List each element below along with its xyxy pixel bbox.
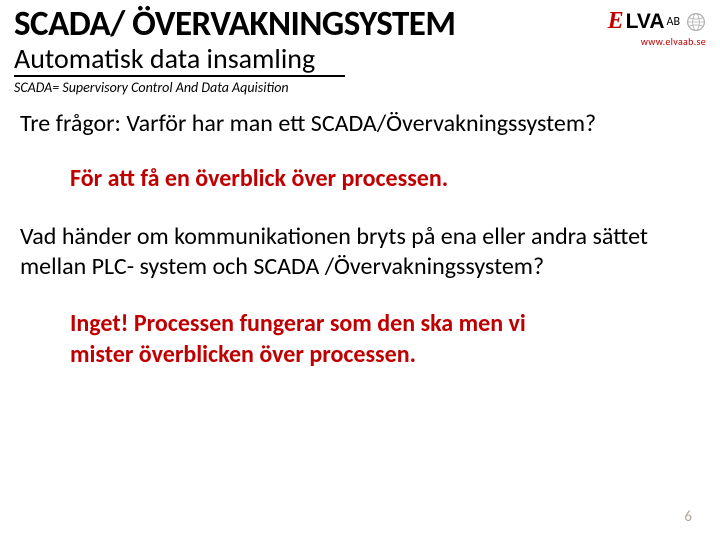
header-row: SCADA/ ÖVERVAKNINGSYSTEM Automatisk data… bbox=[0, 0, 720, 96]
question-2: Vad händer om kommunikationen bryts på e… bbox=[20, 222, 700, 282]
logo-url: www.elvaab.se bbox=[576, 35, 706, 48]
answer-1: För att få en överblick över processen. bbox=[70, 165, 700, 194]
logo-letter-e: E bbox=[608, 8, 624, 35]
content-area: Tre frågor: Varför har man ett SCADA/Öve… bbox=[0, 96, 720, 370]
main-title: SCADA/ ÖVERVAKNINGSYSTEM bbox=[14, 6, 576, 43]
page-number: 6 bbox=[684, 508, 692, 526]
logo-top: E LVA AB bbox=[576, 8, 706, 35]
logo-ab: AB bbox=[667, 15, 680, 29]
definition-line: SCADA= Supervisory Control And Data Aqui… bbox=[14, 79, 576, 96]
sub-title: Automatisk data insamling bbox=[14, 43, 345, 77]
logo-lva: LVA bbox=[626, 10, 665, 34]
logo: E LVA AB www.elvaab.se bbox=[576, 6, 706, 48]
logo-globe-icon bbox=[686, 12, 706, 32]
answer-2: Inget! Processen fungerar som den ska me… bbox=[70, 308, 550, 370]
title-block: SCADA/ ÖVERVAKNINGSYSTEM Automatisk data… bbox=[14, 6, 576, 96]
question-1: Tre frågor: Varför har man ett SCADA/Öve… bbox=[20, 110, 700, 139]
